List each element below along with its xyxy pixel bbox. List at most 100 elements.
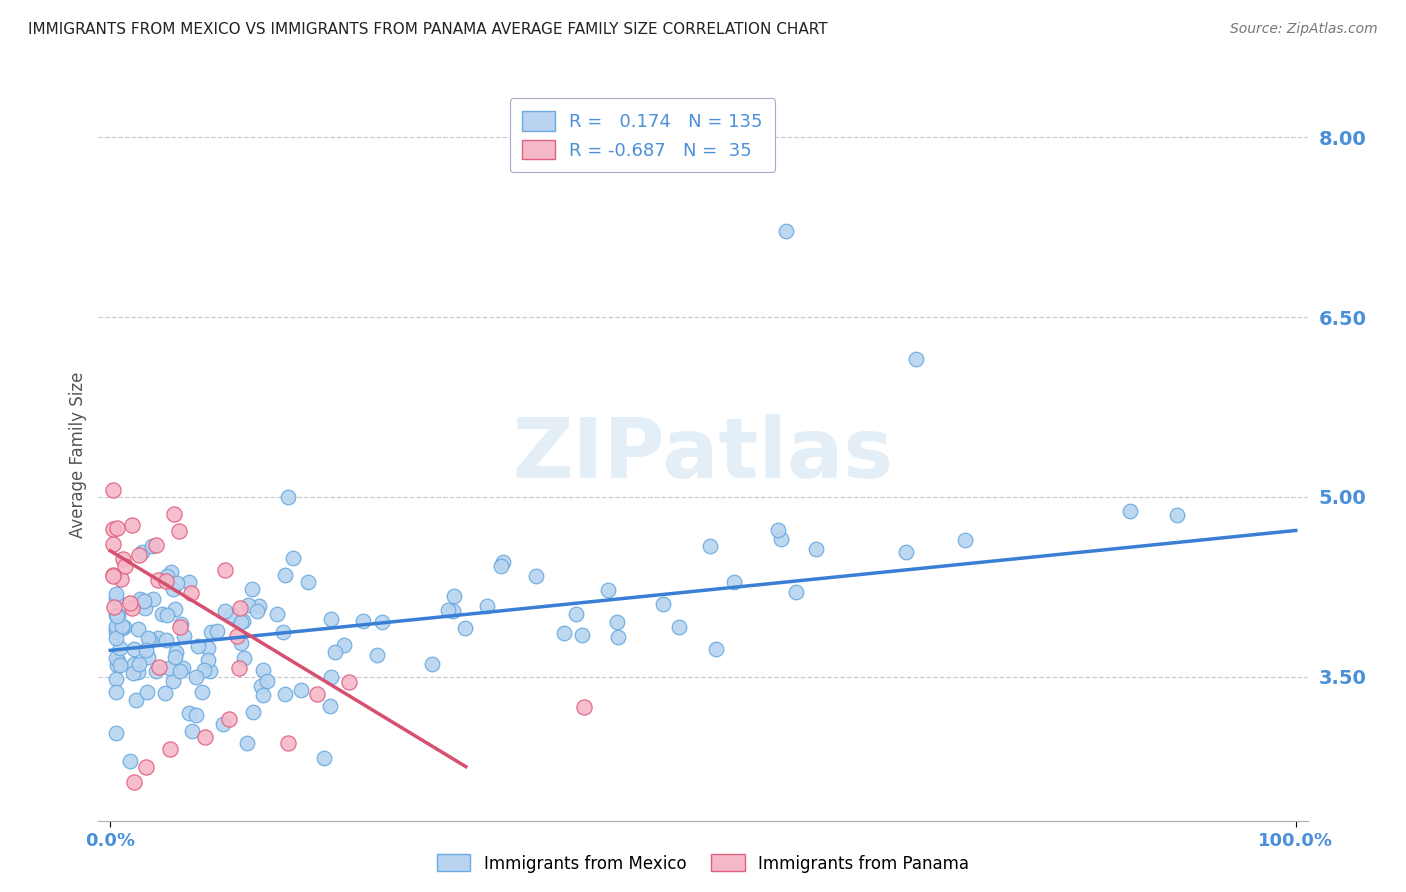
Point — [319, 612, 342, 626]
Point — [127, 622, 149, 636]
Point — [704, 642, 727, 657]
Point — [297, 574, 319, 589]
Point — [574, 699, 596, 714]
Point — [323, 645, 346, 659]
Point — [187, 639, 209, 653]
Point — [190, 685, 212, 699]
Point — [145, 538, 167, 552]
Point — [121, 517, 143, 532]
Point — [162, 507, 184, 521]
Point — [668, 619, 690, 633]
Point — [150, 607, 173, 622]
Text: IMMIGRANTS FROM MEXICO VS IMMIGRANTS FROM PANAMA AVERAGE FAMILY SIZE CORRELATION: IMMIGRANTS FROM MEXICO VS IMMIGRANTS FRO… — [28, 22, 828, 37]
Point — [477, 599, 499, 613]
Point — [107, 607, 129, 622]
Point — [146, 574, 169, 588]
Point — [165, 645, 187, 659]
Point — [105, 726, 128, 740]
Point — [169, 665, 191, 679]
Point — [553, 626, 575, 640]
Point — [194, 730, 217, 744]
Point — [214, 604, 236, 618]
Point — [172, 660, 194, 674]
Point — [273, 624, 295, 639]
Point — [221, 608, 243, 623]
Point — [319, 670, 342, 684]
Point — [103, 522, 125, 536]
Point — [136, 631, 159, 645]
Point — [232, 614, 254, 628]
Point — [105, 623, 128, 637]
Point — [337, 675, 360, 690]
Point — [200, 624, 222, 639]
Point — [266, 607, 288, 622]
Point — [105, 608, 128, 623]
Point — [160, 566, 183, 580]
Point — [148, 659, 170, 673]
Point — [135, 760, 157, 774]
Point — [598, 582, 620, 597]
Point — [229, 600, 252, 615]
Point — [118, 754, 141, 768]
Point — [129, 592, 152, 607]
Point — [186, 707, 208, 722]
Point — [352, 614, 374, 628]
Point — [307, 687, 329, 701]
Point — [775, 224, 797, 238]
Point — [236, 736, 259, 750]
Point — [242, 705, 264, 719]
Point — [226, 629, 249, 643]
Point — [135, 684, 157, 698]
Point — [785, 585, 807, 599]
Point — [101, 483, 124, 497]
Point — [905, 351, 928, 366]
Point — [228, 661, 250, 675]
Legend: Immigrants from Mexico, Immigrants from Panama: Immigrants from Mexico, Immigrants from … — [430, 847, 976, 880]
Point — [166, 575, 188, 590]
Point — [606, 630, 628, 644]
Point — [167, 524, 190, 538]
Point — [136, 650, 159, 665]
Point — [370, 615, 392, 629]
Point — [139, 632, 162, 647]
Point — [141, 540, 163, 554]
Point — [142, 591, 165, 606]
Point — [110, 572, 132, 586]
Point — [197, 640, 219, 655]
Point — [366, 648, 388, 662]
Point — [247, 599, 270, 613]
Point — [120, 597, 142, 611]
Point — [214, 563, 236, 577]
Point — [277, 736, 299, 750]
Point — [699, 539, 721, 553]
Text: Source: ZipAtlas.com: Source: ZipAtlas.com — [1230, 22, 1378, 37]
Point — [107, 654, 129, 668]
Point — [443, 589, 465, 603]
Point — [454, 621, 477, 635]
Point — [128, 548, 150, 562]
Point — [173, 629, 195, 643]
Point — [105, 618, 128, 632]
Point — [240, 582, 263, 597]
Point — [212, 717, 235, 731]
Point — [319, 698, 342, 713]
Point — [571, 627, 593, 641]
Point — [524, 568, 547, 582]
Point — [155, 632, 177, 647]
Point — [155, 574, 177, 588]
Point — [121, 600, 143, 615]
Point — [135, 643, 157, 657]
Point — [277, 491, 299, 505]
Point — [281, 550, 304, 565]
Point — [489, 558, 512, 573]
Point — [441, 604, 464, 618]
Point — [103, 599, 125, 614]
Point — [197, 653, 219, 667]
Point — [894, 545, 917, 559]
Point — [252, 663, 274, 677]
Point — [108, 657, 131, 672]
Point — [108, 641, 131, 656]
Point — [256, 673, 278, 688]
Point — [184, 670, 207, 684]
Point — [766, 523, 789, 537]
